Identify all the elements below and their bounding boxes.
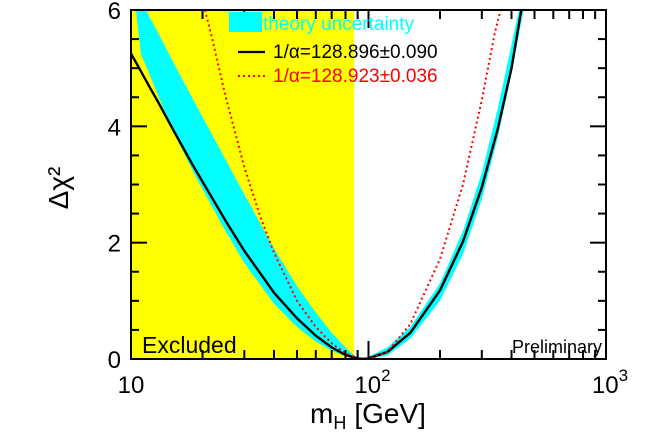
preliminary-label: Preliminary — [512, 337, 602, 357]
plot-area: 0 2 4 6 10 102 103 — [108, 0, 628, 399]
x-tick-label: 103 — [592, 366, 628, 399]
legend-band-swatch — [229, 12, 262, 32]
x-axis-title: mH [GeV] — [310, 398, 426, 433]
y-axis-title: Δχ² — [43, 167, 74, 210]
series-line-1 — [131, 10, 523, 359]
excluded-label: Excluded — [142, 332, 237, 358]
theory-uncertainty-band — [136, 10, 524, 359]
y-tick-label: 2 — [108, 231, 121, 258]
legend: theory uncertainty 1/α=128.896±0.090 1/α… — [229, 12, 438, 87]
x-tick-label: 102 — [354, 366, 390, 399]
legend-series-2-label: 1/α=128.923±0.036 — [273, 66, 438, 87]
series-line-2 — [204, 10, 502, 359]
y-tick-label: 4 — [108, 114, 121, 141]
legend-series-1-label: 1/α=128.896±0.090 — [273, 42, 438, 63]
y-tick-label: 0 — [108, 347, 121, 374]
legend-band-label: theory uncertainty — [263, 14, 415, 35]
ticks: 0 2 4 6 10 102 103 — [108, 0, 628, 399]
y-tick-label: 6 — [108, 0, 121, 25]
x-tick-label: 10 — [118, 372, 145, 399]
